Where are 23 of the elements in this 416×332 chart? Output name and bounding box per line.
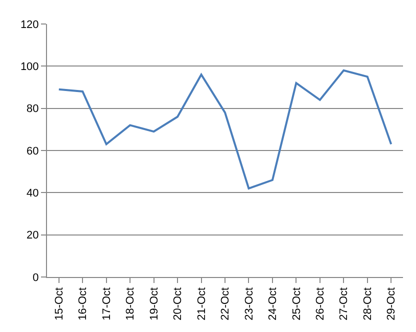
y-tick-label: 60 — [26, 145, 39, 158]
x-tick-label: 19-Oct — [148, 287, 160, 320]
y-tick-label: 0 — [32, 272, 39, 284]
x-tick-label: 17-Oct — [100, 287, 113, 320]
x-tick-label: 27-Oct — [338, 287, 350, 320]
y-tick-label: 100 — [20, 61, 39, 74]
x-tick-label: 28-Oct — [362, 287, 374, 320]
y-tick-label: 20 — [26, 230, 39, 242]
x-tick-label: 29-Oct — [386, 287, 398, 320]
y-tick-label: 80 — [26, 103, 39, 116]
x-tick-label: 26-Oct — [314, 287, 327, 320]
x-tick-label: 15-Oct — [53, 287, 66, 320]
y-tick-label: 120 — [20, 18, 39, 31]
x-tick-label: 21-Oct — [196, 287, 208, 320]
x-tick-label: 16-Oct — [77, 287, 90, 320]
x-tick-label: 22-Oct — [220, 287, 232, 320]
y-tick-label: 40 — [26, 188, 39, 200]
x-tick-label: 24-Oct — [267, 287, 280, 320]
x-tick-label: 23-Oct — [243, 287, 256, 320]
line-series — [58, 69, 392, 190]
x-tick-label: 25-Oct — [290, 287, 303, 320]
x-tick-label: 18-Oct — [124, 287, 137, 320]
x-tick-label: 20-Oct — [172, 287, 184, 320]
